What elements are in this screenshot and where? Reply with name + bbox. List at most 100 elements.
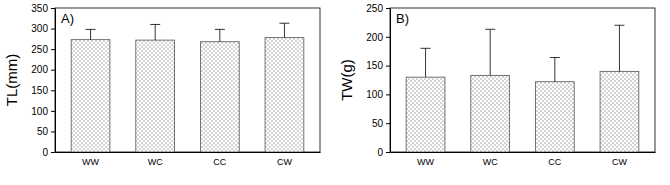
tick: WC	[148, 157, 163, 167]
error-cap	[421, 48, 431, 49]
tick-label: 350	[31, 3, 48, 14]
tick: 250	[366, 3, 390, 14]
bar	[535, 82, 574, 152]
tick-label: CW	[612, 157, 627, 167]
error-bar	[485, 29, 495, 75]
tick: CW	[277, 157, 292, 167]
tick-label: 300	[31, 23, 48, 34]
tick-mark	[51, 152, 55, 153]
error-bar	[150, 24, 160, 40]
tick: 150	[366, 60, 390, 71]
error-cap	[86, 29, 96, 30]
tick-mark	[386, 37, 390, 38]
plot-frame	[390, 8, 655, 152]
tick-label: 200	[366, 32, 383, 43]
tick-label: WW	[82, 157, 99, 167]
bar	[71, 40, 110, 152]
bar	[200, 42, 239, 152]
tick: 350	[31, 3, 55, 14]
tick: 50	[372, 118, 390, 129]
panel: 0 50 100 150 200 250 WW WC CC CW TW(g) B)	[338, 3, 656, 168]
bar	[471, 75, 510, 152]
tick-mark	[51, 29, 55, 30]
tick: WW	[82, 157, 99, 167]
tick-mark	[51, 131, 55, 132]
tick-label: 150	[31, 85, 48, 96]
tick-mark	[386, 94, 390, 95]
x-axis: WW WC CC CW	[391, 153, 656, 168]
error-bar	[279, 23, 289, 37]
error-stem	[219, 29, 220, 41]
x-axis: WW WC CC CW	[56, 153, 321, 168]
tick-mark	[386, 152, 390, 153]
axis-line	[55, 9, 56, 153]
tick-mark	[51, 8, 55, 9]
error-bar	[550, 58, 560, 82]
error-cap	[614, 25, 624, 26]
tick: CC	[548, 157, 561, 167]
tick-label: WC	[148, 157, 163, 167]
tick-label: 200	[31, 64, 48, 75]
tick: 50	[37, 126, 55, 137]
tick-mark	[51, 111, 55, 112]
tick-mark	[51, 90, 55, 91]
error-cap	[485, 29, 495, 30]
tick-mark	[51, 49, 55, 50]
y-axis: 0 50 100 150 200 250	[366, 3, 390, 158]
tick-label: 0	[377, 147, 383, 158]
axis-line	[56, 152, 321, 153]
tick: 0	[377, 147, 390, 158]
tick: 100	[31, 106, 55, 117]
tick: CC	[213, 157, 226, 167]
panel-label: A)	[61, 11, 74, 26]
panel-label: B)	[396, 11, 409, 26]
tick-label: WW	[417, 157, 434, 167]
axis-line	[391, 152, 656, 153]
y-axis-title: TW(g)	[338, 59, 355, 101]
error-cap	[550, 57, 560, 58]
tick: 300	[31, 23, 55, 34]
bar	[136, 40, 175, 152]
tick-label: 100	[31, 106, 48, 117]
tick: 150	[31, 85, 55, 96]
error-stem	[619, 25, 620, 71]
marks	[71, 23, 304, 152]
tick-label: 50	[37, 126, 49, 137]
tick-label: 250	[366, 3, 383, 14]
tick-mark	[51, 70, 55, 71]
tick-label: CC	[213, 157, 226, 167]
axis-line	[390, 9, 391, 153]
error-bar	[86, 29, 96, 39]
error-stem	[284, 23, 285, 37]
y-axis-title: TL(mm)	[3, 54, 20, 107]
error-cap	[215, 29, 225, 30]
error-bar	[215, 29, 225, 41]
marks	[406, 25, 639, 152]
tick: 250	[31, 44, 55, 55]
tick: 200	[31, 64, 55, 75]
error-stem	[425, 48, 426, 77]
bar	[600, 71, 639, 152]
tick-label: 100	[366, 89, 383, 100]
tick-label: WC	[483, 157, 498, 167]
bar	[406, 77, 445, 152]
tick: WC	[483, 157, 498, 167]
tick: 200	[366, 32, 390, 43]
plot-frame	[55, 8, 320, 152]
figure: 0 50 100 150 200 250 300 350 WW WC CC CW TL(mm) A) 0 50…	[0, 0, 670, 185]
error-bar	[614, 25, 624, 71]
bar	[265, 38, 304, 152]
error-bar	[421, 48, 431, 77]
tick-mark	[386, 8, 390, 9]
error-stem	[554, 58, 555, 82]
tick-label: CW	[277, 157, 292, 167]
panel: 0 50 100 150 200 250 300 350 WW WC CC CW TL(mm) A)	[3, 3, 321, 168]
tick: 100	[366, 89, 390, 100]
error-stem	[490, 29, 491, 75]
tick-mark	[386, 123, 390, 124]
tick: 0	[42, 147, 55, 158]
y-axis: 0 50 100 150 200 250 300 350	[31, 3, 55, 158]
error-stem	[155, 24, 156, 40]
tick: WW	[417, 157, 434, 167]
error-stem	[90, 29, 91, 39]
